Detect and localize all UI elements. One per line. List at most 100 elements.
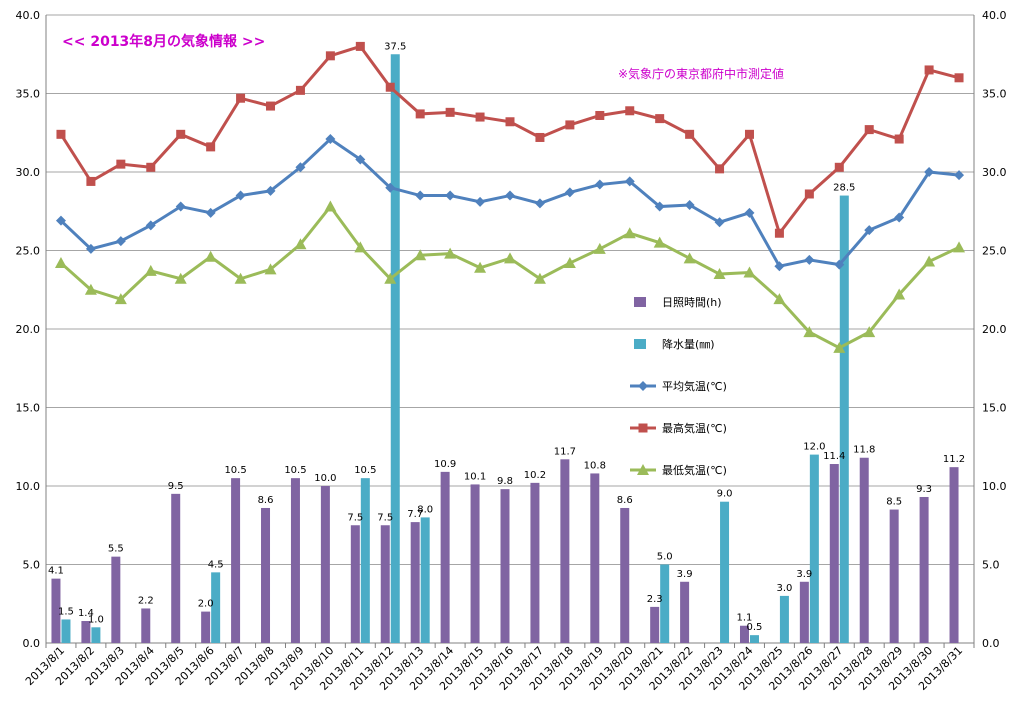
bars [51, 54, 959, 644]
bar [620, 507, 630, 643]
bar-data-label: 28.5 [833, 183, 855, 194]
y-tick-label-right: 15.0 [982, 402, 1007, 415]
bar [470, 484, 480, 643]
y-tick-label-right: 25.0 [982, 245, 1007, 258]
bar [420, 517, 430, 643]
line-marker [265, 185, 276, 196]
legend-label: 最高気温(℃) [662, 421, 727, 435]
bar [590, 473, 600, 643]
line-marker [638, 423, 648, 433]
bar-data-label: 1.5 [58, 606, 74, 617]
bar [779, 595, 789, 643]
line-marker [684, 199, 695, 210]
bar-data-label: 7.5 [347, 512, 363, 523]
line-marker [924, 167, 935, 177]
line-marker [355, 154, 366, 165]
line-marker [295, 85, 305, 95]
bar-data-label: 1.4 [78, 608, 94, 619]
line-marker [205, 207, 216, 218]
line-marker [54, 257, 67, 269]
line-marker [355, 41, 365, 51]
y-tick-label-left: 35.0 [16, 88, 41, 101]
bar [560, 459, 570, 643]
bar-data-label: 4.5 [208, 559, 224, 570]
line-marker [744, 129, 754, 139]
line-marker [85, 243, 96, 254]
bar [51, 578, 61, 643]
line-marker [146, 162, 156, 172]
line-marker [834, 259, 845, 270]
bar-data-label: 2.3 [647, 594, 663, 605]
bar-data-label: 3.0 [776, 583, 792, 594]
line-marker [385, 182, 396, 193]
line-marker [354, 241, 367, 253]
bar-data-label: 2.0 [198, 599, 214, 610]
y-tick-label-left: 20.0 [16, 323, 41, 336]
line-marker [953, 241, 966, 253]
line-marker [505, 190, 515, 201]
bar-data-label: 10.9 [434, 459, 456, 470]
line-marker [445, 107, 455, 117]
line-marker [923, 255, 936, 267]
line-marker [295, 162, 306, 173]
line-marker [654, 201, 665, 212]
line-marker [743, 266, 756, 278]
bar [530, 482, 540, 643]
bar [749, 635, 759, 643]
legend-label: 最低気温(℃) [662, 463, 727, 477]
y-tick-label-right: 40.0 [982, 9, 1007, 22]
line-marker [713, 268, 726, 280]
bar [201, 611, 211, 643]
y-tick-label-left: 5.0 [23, 559, 41, 572]
y-tick-label-right: 35.0 [982, 88, 1007, 101]
bar-data-label: 12.0 [803, 442, 825, 453]
line-marker [863, 326, 876, 338]
bar [350, 525, 360, 643]
bar [141, 608, 151, 643]
line-marker [565, 120, 575, 130]
line-marker [894, 212, 905, 223]
line-marker [505, 117, 515, 127]
line-marker [115, 236, 126, 247]
line-marker [414, 249, 427, 261]
bar-data-label: 1.1 [737, 613, 753, 624]
bar [320, 486, 330, 643]
line-marker [475, 196, 486, 207]
line-marker [637, 464, 649, 475]
line-marker [834, 162, 844, 172]
bar [261, 507, 271, 643]
line-marker [864, 125, 874, 135]
bar-data-label: 8.0 [417, 504, 433, 515]
line-marker [144, 264, 157, 276]
line-marker [564, 187, 575, 198]
bar-data-label: 7.5 [377, 512, 393, 523]
line-marker [774, 261, 785, 272]
line-marker [533, 272, 546, 284]
line-marker [114, 293, 127, 305]
bar [290, 478, 300, 643]
bar [809, 454, 819, 643]
bar [360, 478, 370, 643]
bar [720, 501, 730, 643]
bar-data-label: 11.8 [853, 445, 875, 456]
bar-data-label: 9.8 [497, 476, 513, 487]
bar [410, 522, 420, 643]
chart-title: << 2013年8月の気象情報 >> [62, 33, 265, 50]
line-marker [833, 341, 846, 353]
bar [680, 581, 690, 643]
y-tick-label-left: 30.0 [16, 166, 41, 179]
legend-swatch [634, 339, 646, 349]
line-marker [206, 142, 216, 152]
line-marker [324, 200, 337, 212]
line-marker [774, 228, 784, 238]
bar [61, 619, 71, 643]
bar-data-label: 37.5 [384, 41, 406, 52]
bar-data-label: 5.5 [108, 544, 124, 555]
bar-data-label: 2.2 [138, 595, 154, 606]
bar-data-label: 9.0 [717, 489, 733, 500]
line-marker [175, 201, 186, 212]
line-marker [715, 164, 725, 174]
bar-data-label: 8.6 [617, 495, 633, 506]
bar [889, 509, 899, 643]
